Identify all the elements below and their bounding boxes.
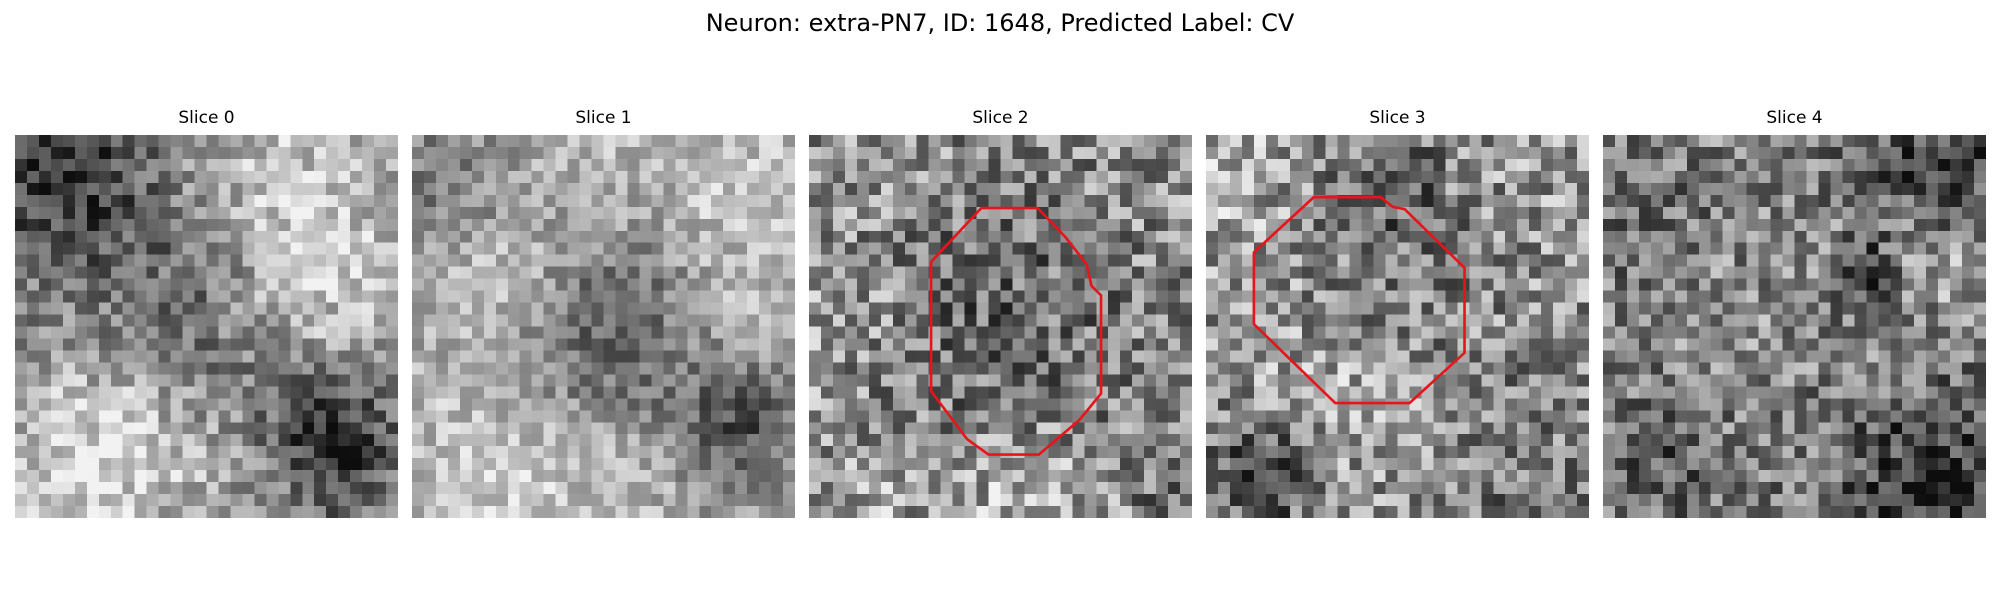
slice-panel-1: Slice 1	[412, 108, 795, 518]
slice-canvas-1	[412, 135, 795, 518]
slice-panel-4: Slice 4	[1603, 108, 1986, 518]
slice-canvas-2	[809, 135, 1192, 518]
slice-image	[1206, 135, 1589, 518]
slice-canvas-3	[1206, 135, 1589, 518]
slice-title: Slice 3	[1369, 108, 1426, 128]
slice-image	[809, 135, 1192, 518]
slice-title: Slice 2	[972, 108, 1029, 128]
slice-panel-3: Slice 3	[1206, 108, 1589, 518]
slice-title: Slice 1	[575, 108, 632, 128]
figure-title: Neuron: extra-PN7, ID: 1648, Predicted L…	[705, 9, 1295, 37]
slice-image	[1603, 135, 1986, 518]
roi-contour	[1252, 195, 1466, 405]
slice-image	[412, 135, 795, 518]
slice-canvas-4	[1603, 135, 1986, 518]
slice-title: Slice 4	[1766, 108, 1823, 128]
slice-canvas-0	[15, 135, 398, 518]
slice-panel-0: Slice 0	[15, 108, 398, 518]
roi-contour	[929, 206, 1103, 456]
slice-image	[15, 135, 398, 518]
slice-panel-2: Slice 2	[809, 108, 1192, 518]
slice-title: Slice 0	[178, 108, 235, 128]
